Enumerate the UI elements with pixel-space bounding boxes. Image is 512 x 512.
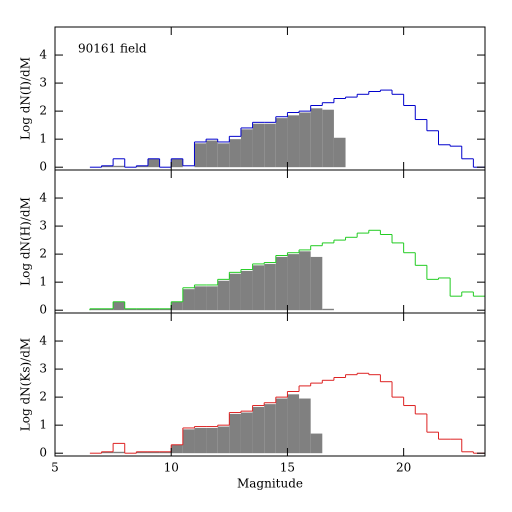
x-tick-label: 10 xyxy=(164,461,179,475)
y-axis-label: Log dN(Ks)/dM xyxy=(19,338,33,431)
histogram-bar xyxy=(182,429,195,454)
histogram-bar xyxy=(229,413,241,454)
histogram-bar xyxy=(333,137,346,168)
histogram-bar xyxy=(275,398,288,454)
histogram-bar xyxy=(240,412,253,454)
histogram-bar xyxy=(322,109,334,168)
histogram-bar xyxy=(101,165,114,168)
y-tick-label: 4 xyxy=(39,334,47,348)
y-tick-label: 0 xyxy=(39,303,47,317)
x-tick-label: 20 xyxy=(396,461,411,475)
y-tick-label: 2 xyxy=(39,104,47,118)
histogram-bar xyxy=(287,254,300,311)
x-tick-label: 5 xyxy=(51,461,59,475)
histogram-bar xyxy=(159,308,172,311)
histogram-bar xyxy=(252,123,265,168)
histogram-bar xyxy=(89,308,102,311)
histogram-bar xyxy=(240,270,253,311)
y-tick-label: 0 xyxy=(39,160,47,174)
y-tick-label: 4 xyxy=(39,191,47,205)
histogram-bar xyxy=(206,427,218,454)
annotation: 90161 field xyxy=(78,42,147,56)
histogram-bar xyxy=(252,265,265,311)
histogram-bar xyxy=(147,158,160,168)
x-tick-label: 15 xyxy=(280,461,295,475)
histogram-bar xyxy=(217,426,230,454)
histogram-bar xyxy=(299,251,311,311)
histogram-bar xyxy=(147,308,160,311)
histogram-bar xyxy=(275,118,288,168)
histogram-bar xyxy=(229,139,241,168)
histogram-bar xyxy=(229,273,241,311)
histogram-bar xyxy=(310,433,323,454)
histogram-bar xyxy=(194,427,207,454)
histogram-bar xyxy=(217,280,230,311)
histogram-bar xyxy=(136,451,148,454)
histogram-bar xyxy=(287,115,300,168)
y-tick-label: 1 xyxy=(39,132,47,146)
histogram-bar xyxy=(136,165,148,168)
histogram-bar xyxy=(299,398,311,454)
histogram-bar xyxy=(299,112,311,168)
panel-frame xyxy=(54,312,486,457)
histogram-bar xyxy=(113,451,125,454)
histogram-bar xyxy=(136,308,148,311)
y-axis-label: Log dN(H)/dM xyxy=(19,197,33,286)
histogram-bar xyxy=(310,256,323,311)
histogram-bar xyxy=(182,289,195,311)
histogram-bar xyxy=(194,143,207,168)
histogram-bar xyxy=(322,308,334,311)
histogram-bar xyxy=(171,444,183,454)
histogram-bar xyxy=(264,263,276,311)
histogram-bar xyxy=(206,286,218,311)
x-axis-label: Magnitude xyxy=(237,477,303,491)
y-tick-label: 3 xyxy=(39,76,47,90)
histogram-bar xyxy=(264,404,276,454)
histogram-bar xyxy=(124,308,137,311)
histogram-bar xyxy=(287,394,300,454)
y-tick-label: 4 xyxy=(39,48,47,62)
histogram-bar xyxy=(147,451,160,454)
histogram-bar xyxy=(113,301,125,311)
histogram-bar xyxy=(217,143,230,168)
y-tick-label: 3 xyxy=(39,362,47,376)
histogram-bar xyxy=(252,406,265,454)
y-axis-label: Log dN(I)/dM xyxy=(19,57,33,140)
y-tick-label: 2 xyxy=(39,390,47,404)
histogram-bar xyxy=(310,108,323,168)
histogram-bar xyxy=(113,165,125,168)
histogram-bar xyxy=(206,140,218,168)
histogram-bar xyxy=(101,308,114,311)
histogram-bar xyxy=(264,123,276,168)
histogram-bar xyxy=(194,286,207,311)
histogram-bar xyxy=(240,129,253,168)
histogram-bar xyxy=(171,301,183,311)
histogram-bar xyxy=(275,256,288,311)
y-tick-label: 0 xyxy=(39,446,47,460)
y-tick-label: 3 xyxy=(39,219,47,233)
y-tick-label: 1 xyxy=(39,418,47,432)
y-tick-label: 1 xyxy=(39,275,47,289)
y-tick-label: 2 xyxy=(39,247,47,261)
histogram-bar xyxy=(171,158,183,168)
histogram-bar xyxy=(101,451,114,454)
histogram-bar xyxy=(159,451,172,454)
